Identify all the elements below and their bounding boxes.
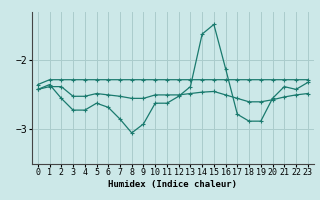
X-axis label: Humidex (Indice chaleur): Humidex (Indice chaleur) bbox=[108, 180, 237, 189]
